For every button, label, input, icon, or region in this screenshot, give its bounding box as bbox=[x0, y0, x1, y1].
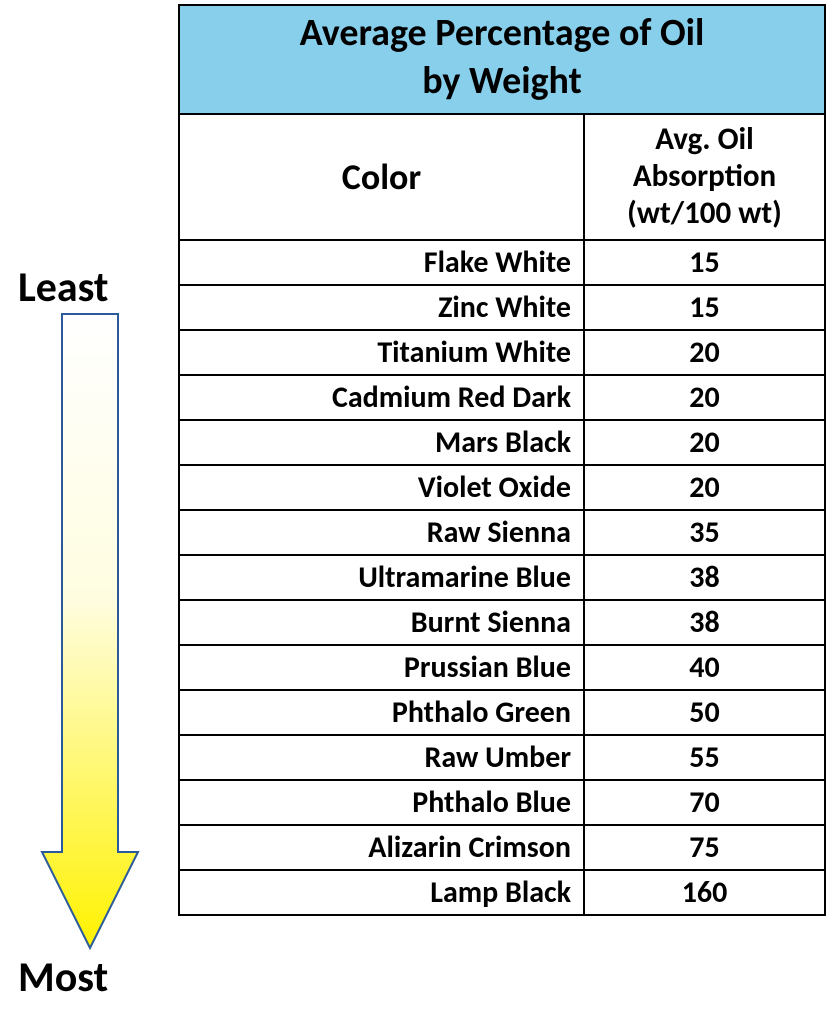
cell-absorption-value: 70 bbox=[584, 780, 825, 825]
header-abs-line1: Avg. Oil bbox=[655, 120, 754, 158]
cell-color-name: Alizarin Crimson bbox=[179, 825, 584, 870]
cell-color-name: Violet Oxide bbox=[179, 465, 584, 510]
label-most: Most bbox=[18, 952, 108, 1003]
cell-color-name: Titanium White bbox=[179, 330, 584, 375]
table-row: Raw Sienna35 bbox=[179, 510, 825, 555]
table-row: Cadmium Red Dark20 bbox=[179, 375, 825, 420]
table-row: Lamp Black160 bbox=[179, 870, 825, 915]
table-title-text: Average Percentage of Oilby Weight bbox=[300, 10, 705, 104]
cell-color-name: Prussian Blue bbox=[179, 645, 584, 690]
table-row: Prussian Blue40 bbox=[179, 645, 825, 690]
cell-absorption-value: 75 bbox=[584, 825, 825, 870]
table-row: Alizarin Crimson75 bbox=[179, 825, 825, 870]
cell-color-name: Ultramarine Blue bbox=[179, 555, 584, 600]
cell-absorption-value: 40 bbox=[584, 645, 825, 690]
table-row: Zinc White15 bbox=[179, 285, 825, 330]
cell-color-name: Cadmium Red Dark bbox=[179, 375, 584, 420]
table-row: Mars Black20 bbox=[179, 420, 825, 465]
table-row: Titanium White20 bbox=[179, 330, 825, 375]
table-row: Phthalo Green50 bbox=[179, 690, 825, 735]
cell-absorption-value: 50 bbox=[584, 690, 825, 735]
cell-absorption-value: 15 bbox=[584, 285, 825, 330]
cell-color-name: Raw Umber bbox=[179, 735, 584, 780]
cell-color-name: Burnt Sienna bbox=[179, 600, 584, 645]
page: Least Most Average Percentage of Oilby W… bbox=[0, 0, 834, 1024]
cell-absorption-value: 15 bbox=[584, 240, 825, 285]
cell-absorption-value: 55 bbox=[584, 735, 825, 780]
table-row: Phthalo Blue70 bbox=[179, 780, 825, 825]
table-row: Raw Umber55 bbox=[179, 735, 825, 780]
header-abs-line3: (wt/100 wt) bbox=[627, 194, 782, 232]
table-row: Burnt Sienna38 bbox=[179, 600, 825, 645]
table-row: Violet Oxide20 bbox=[179, 465, 825, 510]
cell-absorption-value: 38 bbox=[584, 600, 825, 645]
cell-color-name: Flake White bbox=[179, 240, 584, 285]
column-header-absorption: Avg. Oil Absorption (wt/100 wt) bbox=[584, 114, 825, 240]
table-row: Flake White15 bbox=[179, 240, 825, 285]
cell-color-name: Zinc White bbox=[179, 285, 584, 330]
cell-color-name: Mars Black bbox=[179, 420, 584, 465]
table-body: Flake White15Zinc White15Titanium White2… bbox=[179, 240, 825, 915]
cell-absorption-value: 20 bbox=[584, 330, 825, 375]
cell-absorption-value: 35 bbox=[584, 510, 825, 555]
header-abs-line2: Absorption bbox=[633, 157, 776, 195]
scale-arrow-icon bbox=[40, 312, 140, 952]
cell-color-name: Phthalo Green bbox=[179, 690, 584, 735]
label-least: Least bbox=[18, 262, 108, 313]
cell-absorption-value: 20 bbox=[584, 465, 825, 510]
cell-absorption-value: 160 bbox=[584, 870, 825, 915]
column-header-color: Color bbox=[179, 114, 584, 240]
cell-absorption-value: 20 bbox=[584, 375, 825, 420]
cell-absorption-value: 38 bbox=[584, 555, 825, 600]
cell-absorption-value: 20 bbox=[584, 420, 825, 465]
cell-color-name: Lamp Black bbox=[179, 870, 584, 915]
oil-absorption-table: Average Percentage of Oilby Weight Color… bbox=[178, 4, 826, 916]
table-title: Average Percentage of Oilby Weight bbox=[179, 5, 825, 114]
cell-color-name: Phthalo Blue bbox=[179, 780, 584, 825]
table-row: Ultramarine Blue38 bbox=[179, 555, 825, 600]
cell-color-name: Raw Sienna bbox=[179, 510, 584, 555]
